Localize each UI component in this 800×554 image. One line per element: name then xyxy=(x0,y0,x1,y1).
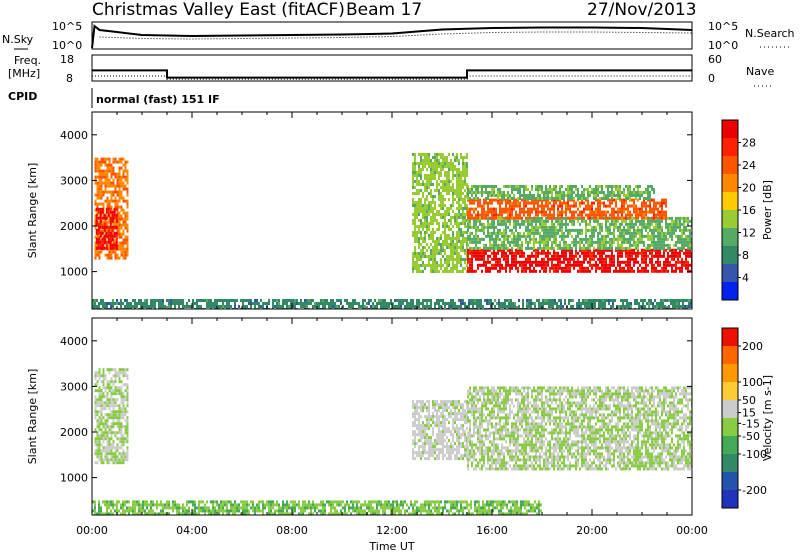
velocity-colorbar-swatch xyxy=(722,436,738,455)
noise-series-nsky xyxy=(91,24,693,49)
nsearch-tick-low: 10^0 xyxy=(708,39,738,52)
velocity-region xyxy=(412,400,468,461)
power-region xyxy=(467,248,692,273)
date-label: 27/Nov/2013 xyxy=(587,0,697,20)
nave-tick-low: 0 xyxy=(708,72,715,85)
velocity-colorbar-tick: 100 xyxy=(742,376,763,389)
noise-panel-frame xyxy=(91,21,693,50)
power-colorbar-swatch xyxy=(722,138,738,157)
power-region xyxy=(467,216,692,250)
time-tick-label: 12:00 xyxy=(376,524,408,537)
velocity-colorbar-label: Velocity [m s-1] xyxy=(761,375,774,461)
velocity-colorbar-tick: -15 xyxy=(742,417,760,430)
cpid-text: normal (fast) 151 IF xyxy=(96,93,220,106)
velocity-region xyxy=(467,386,692,471)
freq-tick-high: 18 xyxy=(60,53,74,66)
time-tick-label: 00:00 xyxy=(676,524,708,537)
power-colorbar-swatch xyxy=(722,282,738,301)
velocity-ytick-label: 1000 xyxy=(60,472,88,485)
velocity-colorbar-swatch xyxy=(722,400,738,419)
noise-series-nsearch xyxy=(99,31,693,40)
velocity-colorbar-tick: 15 xyxy=(742,407,756,420)
velocity-colorbar-swatch xyxy=(722,418,738,437)
power-region xyxy=(467,198,667,220)
velocity-colorbar-swatch xyxy=(722,472,738,491)
velocity-colorbar-swatch xyxy=(722,382,738,401)
power-region xyxy=(467,185,655,200)
power-colorbar-tick: 24 xyxy=(742,159,756,172)
power-ytick-label: 4000 xyxy=(60,129,88,142)
freq-label: Freq. xyxy=(14,54,41,67)
velocity-colorbar-tick: -200 xyxy=(742,484,767,497)
nave-tick-high: 60 xyxy=(708,53,722,66)
power-colorbar-swatch xyxy=(722,210,738,229)
freq-panel-frame xyxy=(91,54,693,82)
power-colorbar-tick: 16 xyxy=(742,204,756,217)
nsearch-tick-high: 10^5 xyxy=(708,20,738,33)
power-panel-frame xyxy=(91,111,693,310)
velocity-colorbar-swatch xyxy=(722,346,738,365)
velocity-colorbar-frame xyxy=(721,327,739,509)
power-colorbar-tick: 28 xyxy=(742,137,756,150)
time-tick-label: 00:00 xyxy=(76,524,108,537)
power-ytick-label: 3000 xyxy=(60,174,88,187)
nsky-label: N.Sky xyxy=(2,33,34,46)
cpid-label: CPID xyxy=(8,90,37,103)
time-axis-label: Time UT xyxy=(368,540,414,553)
power-colorbar-swatch xyxy=(722,264,738,283)
time-tick-label: 04:00 xyxy=(176,524,208,537)
power-colorbar-swatch xyxy=(722,174,738,193)
power-ytick-label: 1000 xyxy=(60,266,88,279)
velocity-colorbar-swatch xyxy=(722,490,738,509)
power-colorbar-tick: 4 xyxy=(742,272,749,285)
power-colorbar-swatch xyxy=(722,192,738,211)
velocity-colorbar-tick: -100 xyxy=(742,448,767,461)
time-tick-label: 16:00 xyxy=(476,524,508,537)
velocity-colorbar-tick: 50 xyxy=(742,394,756,407)
velocity-ytick-label: 3000 xyxy=(60,380,88,393)
velocity-ytick-label: 4000 xyxy=(60,335,88,348)
power-ylabel: Slant Range [km] xyxy=(26,163,39,259)
power-region xyxy=(95,207,118,250)
power-ytick-label: 2000 xyxy=(60,220,88,233)
nsky-tick-low: 10^0 xyxy=(52,39,82,52)
power-colorbar-swatch xyxy=(722,120,738,139)
freq-unit: [MHz] xyxy=(8,67,40,80)
velocity-colorbar-swatch xyxy=(722,328,738,347)
site-title: Christmas Valley East (fitACF) xyxy=(92,0,345,20)
power-colorbar-swatch xyxy=(722,156,738,175)
power-colorbar-tick: 12 xyxy=(742,227,756,240)
power-region xyxy=(412,153,468,273)
velocity-colorbar-tick: 200 xyxy=(742,340,763,353)
nave-series xyxy=(92,75,692,80)
velocity-ylabel: Slant Range [km] xyxy=(26,369,39,465)
beam-label: Beam 17 xyxy=(346,0,422,20)
power-colorbar-swatch xyxy=(722,246,738,265)
power-colorbar-swatch xyxy=(722,228,738,247)
power-colorbar-tick: 20 xyxy=(742,182,756,195)
velocity-region xyxy=(94,368,129,465)
velocity-colorbar-swatch xyxy=(722,454,738,473)
freq-tick-low: 8 xyxy=(66,72,73,85)
frequency-series xyxy=(92,69,692,79)
velocity-colorbar-tick: -50 xyxy=(742,430,760,443)
velocity-ytick-label: 2000 xyxy=(60,426,88,439)
nave-label: Nave xyxy=(746,65,774,78)
power-colorbar-label: Power [dB] xyxy=(761,180,774,240)
velocity-region xyxy=(92,500,542,515)
power-colorbar-tick: 8 xyxy=(742,249,749,262)
nsearch-label: N.Search xyxy=(745,27,795,40)
velocity-colorbar-swatch xyxy=(722,364,738,383)
time-tick-label: 20:00 xyxy=(576,524,608,537)
nsky-tick-high: 10^5 xyxy=(52,20,82,33)
time-tick-label: 08:00 xyxy=(276,524,308,537)
